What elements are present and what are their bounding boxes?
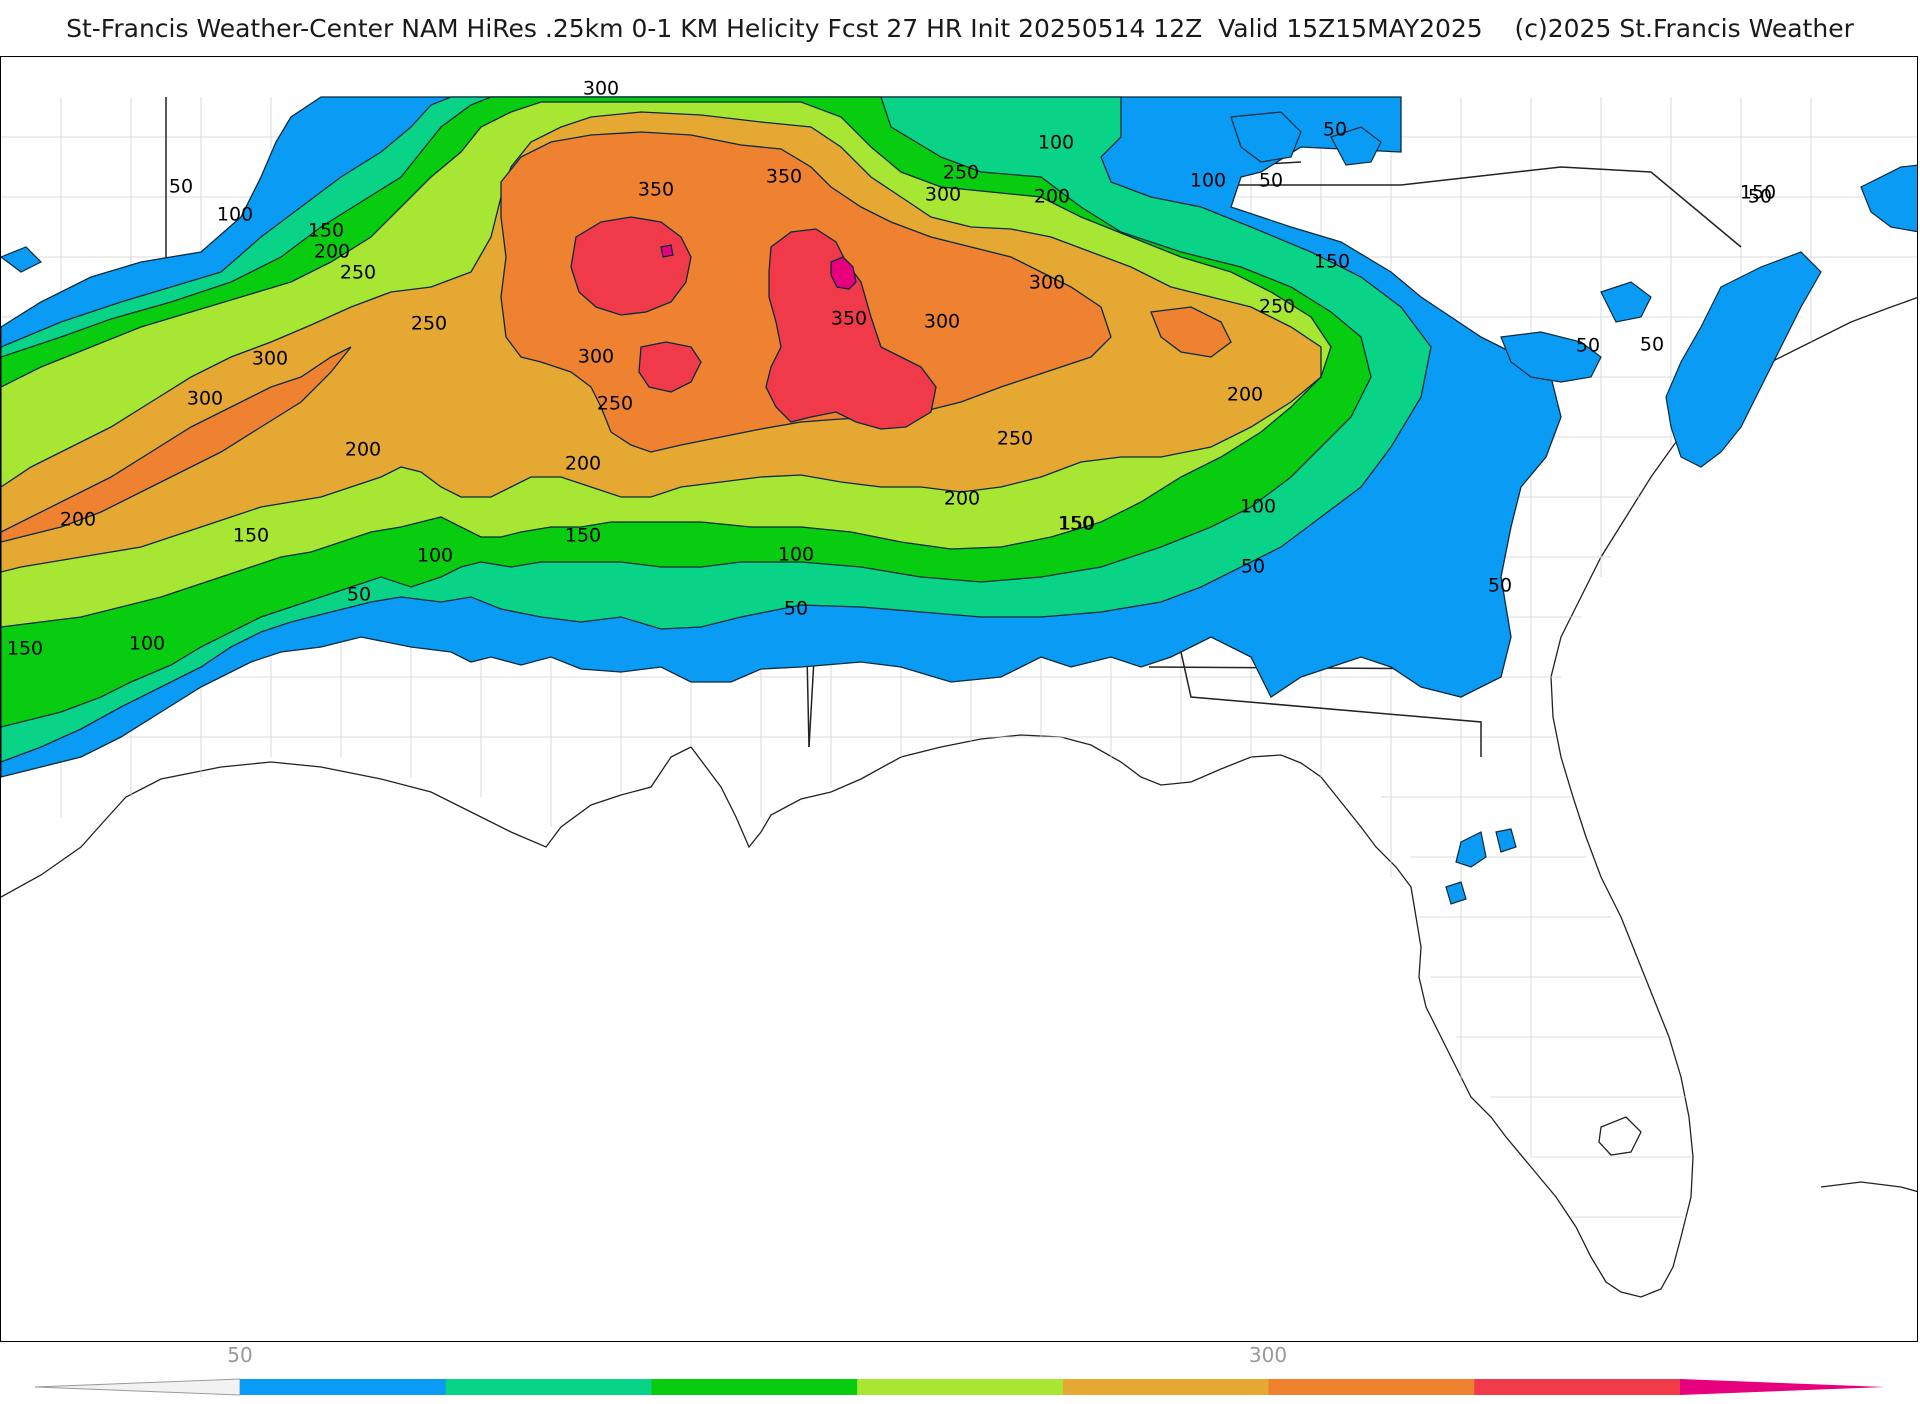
coastline xyxy=(1,297,1917,1298)
contour-label: 150 xyxy=(233,525,269,547)
colorbar-svg xyxy=(34,1378,1885,1396)
colorbar-segments xyxy=(240,1379,1681,1395)
contour-label: 200 xyxy=(944,488,980,510)
colorbar-segment xyxy=(1062,1379,1270,1395)
contour-label: 50 xyxy=(1488,575,1512,597)
contour-label: 200 xyxy=(60,509,96,531)
contour-label: 300 xyxy=(583,78,619,100)
contour-label: 350 xyxy=(766,166,802,188)
colorbar-low-extension xyxy=(34,1378,241,1396)
colorbar-segment xyxy=(240,1379,447,1395)
contour-label: 50 xyxy=(784,598,808,620)
contour-label: 300 xyxy=(925,184,961,206)
contour-label: 100 xyxy=(217,204,253,226)
contour-label: 100 xyxy=(1190,170,1226,192)
contour-label: 50 xyxy=(1748,186,1772,208)
contour-label: 300 xyxy=(1029,272,1065,294)
contour-label: 150 xyxy=(1059,513,1095,535)
small-cells xyxy=(1,111,1917,905)
colorbar-segment xyxy=(1268,1379,1475,1395)
contour-fill-400 xyxy=(660,244,857,290)
helicity-map: 50 100 150 200 250 300 300 250 200 150 1… xyxy=(1,57,1917,1341)
contour-label: 150 xyxy=(308,220,344,242)
contour-label: 200 xyxy=(565,453,601,475)
contour-label: 300 xyxy=(924,311,960,333)
contour-label: 150 xyxy=(565,525,601,547)
contour-label: 150 xyxy=(1740,182,1776,204)
contour-label: 50 xyxy=(1241,556,1265,578)
contour-label: 350 xyxy=(831,308,867,330)
colorbar-segment xyxy=(651,1379,858,1395)
contour-label: 150 xyxy=(1058,513,1094,535)
contour-label: 100 xyxy=(129,633,165,655)
contour-labels: 50 100 150 200 250 300 300 250 200 150 1… xyxy=(7,78,1776,660)
contour-label: 250 xyxy=(597,393,633,415)
contour-label: 250 xyxy=(340,262,376,284)
map-title: St-Francis Weather-Center NAM HiRes .25k… xyxy=(66,14,1854,43)
contour-label: 250 xyxy=(1259,296,1295,318)
contour-fill-300 xyxy=(1,131,1232,543)
contour-label: 50 xyxy=(1576,335,1600,357)
contour-label: 200 xyxy=(1227,384,1263,406)
contour-label: 100 xyxy=(1240,496,1276,518)
contour-label: 50 xyxy=(1640,334,1664,356)
contour-label: 100 xyxy=(778,544,814,566)
colorbar-high-extension xyxy=(1680,1379,1885,1395)
contour-label: 300 xyxy=(187,388,223,410)
contour-label: 250 xyxy=(411,313,447,335)
colorbar xyxy=(0,1345,1920,1400)
colorbar-label: 300 xyxy=(1248,1343,1288,1367)
contour-label: 50 xyxy=(347,584,371,606)
contour-label: 250 xyxy=(943,162,979,184)
contour-label: 100 xyxy=(417,545,453,567)
contour-label: 300 xyxy=(252,348,288,370)
colorbar-label: 50 xyxy=(227,1343,253,1367)
contour-label: 150 xyxy=(7,638,43,660)
colorbar-segment xyxy=(1474,1379,1681,1395)
contour-label: 250 xyxy=(997,428,1033,450)
contour-label: 50 xyxy=(1259,170,1283,192)
colorbar-segment xyxy=(445,1379,652,1395)
helicity-fill xyxy=(1,96,1562,778)
map-panel[interactable]: 50 100 150 200 250 300 300 250 200 150 1… xyxy=(0,56,1918,1342)
contour-label: 200 xyxy=(345,439,381,461)
colorbar-segment xyxy=(857,1379,1064,1395)
contour-label: 50 xyxy=(1323,119,1347,141)
contour-label: 350 xyxy=(638,179,674,201)
contour-label: 200 xyxy=(1034,186,1070,208)
contour-label: 50 xyxy=(169,176,193,198)
contour-label: 150 xyxy=(1314,251,1350,273)
contour-label: 300 xyxy=(578,346,614,368)
contour-label: 200 xyxy=(314,241,350,263)
contour-label: 100 xyxy=(1038,132,1074,154)
